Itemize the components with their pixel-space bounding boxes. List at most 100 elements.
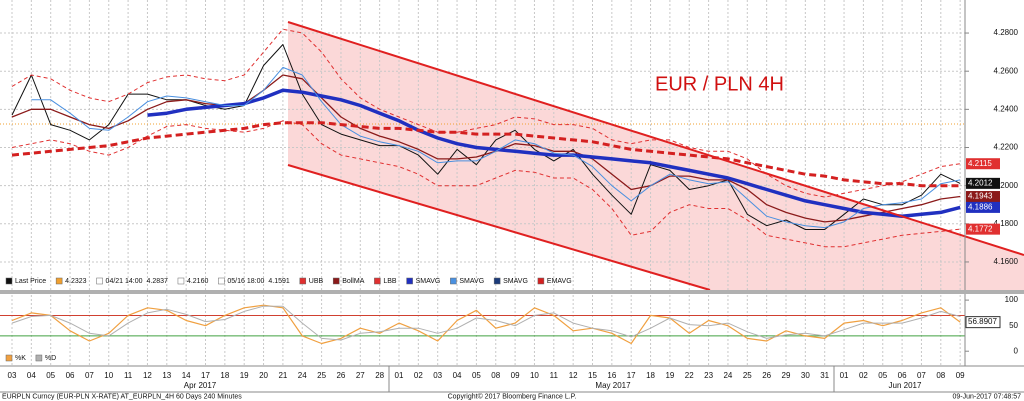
month-label: Apr 2017	[184, 381, 217, 390]
x-tick-label: 27	[356, 371, 365, 380]
x-tick-label: 10	[104, 371, 113, 380]
legend-label: 4.2837	[147, 278, 169, 285]
price-tag-label: 4.2115	[968, 159, 992, 168]
series-line	[11, 121, 961, 188]
series-line	[147, 88, 961, 218]
legend-icon	[218, 277, 225, 285]
footer-right: 09-Jun-2017 07:48:57	[953, 393, 1022, 400]
legend-label: SMAVG	[416, 278, 441, 285]
legend-label: 4.2323	[65, 278, 87, 285]
x-tick-label: 11	[124, 371, 133, 380]
x-tick-label: 08	[936, 371, 945, 380]
x-tick-label: 19	[665, 371, 674, 380]
legend-icon	[96, 277, 103, 285]
x-tick-label: 03	[8, 371, 17, 380]
channel-upper	[287, 21, 1024, 256]
month-label: Jun 2017	[889, 381, 922, 390]
x-tick-label: 07	[917, 371, 926, 380]
x-tick-label: 25	[743, 371, 752, 380]
footer-center: Copyright© 2017 Bloomberg Finance L.P.	[448, 392, 577, 400]
x-tick-label: 28	[375, 371, 384, 380]
x-tick-label: 02	[859, 371, 868, 380]
price-tag	[966, 223, 1000, 235]
series-line	[11, 305, 961, 341]
x-tick-label: 05	[472, 371, 481, 380]
x-tick-label: 11	[550, 371, 559, 380]
month-label: May 2017	[595, 381, 631, 390]
x-tick-label: 18	[220, 371, 229, 380]
x-tick-label: 12	[143, 371, 152, 380]
legend-label: EMAVG	[547, 278, 572, 285]
x-tick-label: 14	[182, 371, 191, 380]
x-tick-label: 09	[511, 371, 520, 380]
legend-label: UBB	[309, 278, 324, 285]
x-tick-label: 04	[453, 371, 462, 380]
x-tick-label: 04	[27, 371, 36, 380]
x-tick-label: 15	[588, 371, 597, 380]
x-tick-label: 22	[685, 371, 694, 380]
x-tick-label: 21	[278, 371, 287, 380]
legend-label: SMAVG	[503, 278, 528, 285]
legend-label: LBB	[383, 278, 397, 285]
x-tick-label: 06	[898, 371, 907, 380]
x-tick-label: 18	[646, 371, 655, 380]
legend-icon	[450, 277, 457, 285]
x-tick-label: 17	[627, 371, 636, 380]
legend-label: BollMA	[342, 278, 365, 285]
x-tick-label: 20	[259, 371, 268, 380]
panel-divider	[0, 290, 1024, 294]
plot	[11, 28, 961, 345]
series-line	[11, 44, 961, 230]
legend-icon	[406, 277, 413, 285]
y-tick-label: 4.1600	[994, 257, 1019, 266]
x-tick-label: 06	[66, 371, 75, 380]
legend-icon	[177, 277, 185, 285]
legend-label: 05/16 18:00	[227, 278, 264, 285]
x-tick-label: 13	[162, 371, 171, 380]
legend-icon	[299, 277, 307, 285]
legend-icon	[493, 277, 501, 285]
y-tick-label: 0	[1014, 346, 1019, 355]
chart-title: EUR / PLN 4H	[655, 73, 784, 95]
x-tick-label: 16	[607, 371, 616, 380]
x-tick-label: 30	[801, 371, 810, 380]
x-tick-label: 09	[956, 371, 965, 380]
x-tick-label: 01	[395, 371, 404, 380]
price-tag-label: 4.1943	[968, 192, 993, 201]
legend-label: 04/21 14:00	[106, 278, 143, 285]
legend-icon	[374, 277, 381, 285]
legend-icon	[537, 277, 545, 285]
series-line	[31, 66, 961, 229]
price-tag-label: 4.1772	[968, 224, 993, 233]
x-tick-label: 03	[433, 371, 442, 380]
x-tick-label: 17	[201, 371, 210, 380]
price-tag	[965, 316, 1001, 329]
y-tick-label: 100	[1005, 295, 1019, 304]
legend-icon	[35, 354, 43, 362]
legend-label: 4.2160	[187, 278, 209, 285]
x-tick-label: 01	[840, 371, 849, 380]
legend-icon	[5, 277, 13, 285]
y-tick-label: 4.2200	[994, 143, 1019, 152]
series-line	[11, 120, 961, 248]
legend-icon	[5, 354, 13, 362]
y-tick-label: 4.2600	[994, 66, 1019, 75]
x-tick-label: 12	[569, 371, 578, 380]
x-tick-label: 24	[298, 371, 307, 380]
x-tick-label: 23	[704, 371, 713, 380]
x-tick-label: 08	[491, 371, 500, 380]
y-tick-label: 4.1800	[994, 219, 1019, 228]
legend-label: 4.1591	[268, 278, 290, 285]
footer-left: EURPLN Curncy (EUR-PLN X-RATE) AT_EURPLN…	[2, 393, 242, 400]
x-tick-label: 24	[723, 371, 732, 380]
x-tick-label: 26	[762, 371, 771, 380]
price-tag	[966, 201, 1000, 213]
x-tick-label: 25	[317, 371, 326, 380]
legend-label: %D	[45, 355, 56, 362]
price-tag-label: 56.8907	[968, 317, 997, 326]
legend-label: Last Price	[15, 278, 46, 285]
price-tag	[966, 191, 1000, 203]
channel-lower	[287, 164, 711, 291]
y-tick-label: 50	[1009, 321, 1018, 330]
